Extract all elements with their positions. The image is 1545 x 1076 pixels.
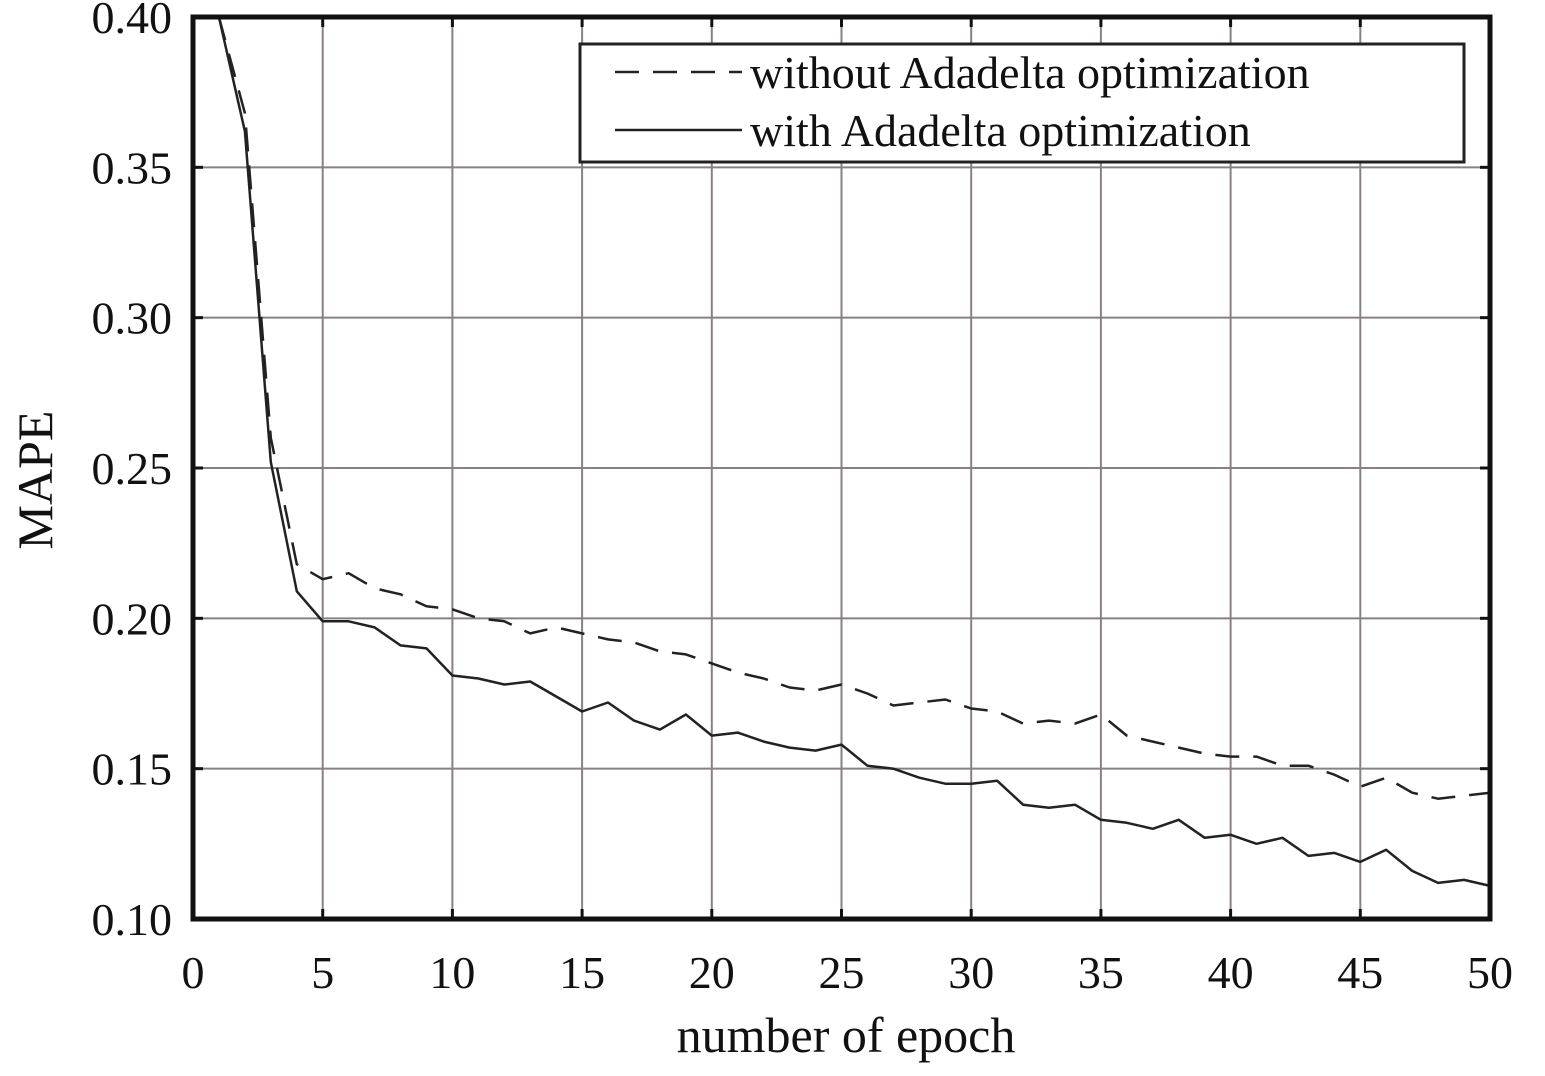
legend-label-without-adadelta: without Adadelta optimization xyxy=(750,47,1310,98)
y-tick-label: 0.20 xyxy=(92,593,173,644)
x-tick-label: 50 xyxy=(1467,947,1513,998)
y-tick-labels: 0.10 0.15 0.20 0.25 0.30 0.35 0.40 xyxy=(92,0,173,945)
x-tick-label: 10 xyxy=(429,947,475,998)
x-tick-label: 20 xyxy=(689,947,735,998)
legend-label-with-adadelta: with Adadelta optimization xyxy=(750,105,1251,156)
x-tick-labels: 0 5 10 15 20 25 30 35 40 45 50 xyxy=(182,947,1514,998)
x-tick-label: 5 xyxy=(311,947,334,998)
y-tick-label: 0.30 xyxy=(92,293,173,344)
x-axis-title: number of epoch xyxy=(677,1007,1016,1063)
legend-box xyxy=(578,42,1466,164)
y-tick-label: 0.25 xyxy=(92,443,173,494)
x-tick-label: 15 xyxy=(559,947,605,998)
x-tick-label: 30 xyxy=(948,947,994,998)
y-tick-label: 0.35 xyxy=(92,142,173,193)
x-tick-label: 40 xyxy=(1208,947,1254,998)
y-tick-label: 0.15 xyxy=(92,744,173,795)
x-tick-label: 45 xyxy=(1337,947,1383,998)
series-line-without-adadelta xyxy=(217,16,1491,800)
axis-ticks xyxy=(191,15,1492,921)
x-tick-label: 0 xyxy=(182,947,205,998)
grid-lines xyxy=(193,17,1490,919)
y-tick-label: 0.40 xyxy=(92,0,173,43)
y-tick-label: 0.10 xyxy=(92,894,173,945)
y-axis-title: MAPE xyxy=(7,411,63,550)
legend: without Adadelta optimization with Adade… xyxy=(578,42,1466,164)
series-lines xyxy=(217,16,1491,888)
x-tick-label: 35 xyxy=(1078,947,1124,998)
series-line-with-adadelta xyxy=(217,16,1491,888)
x-tick-label: 25 xyxy=(819,947,865,998)
